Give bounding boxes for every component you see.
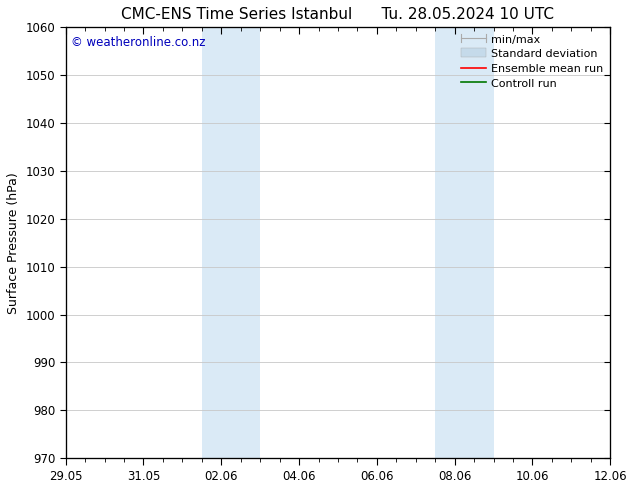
Title: CMC-ENS Time Series Istanbul      Tu. 28.05.2024 10 UTC: CMC-ENS Time Series Istanbul Tu. 28.05.2… — [122, 7, 555, 22]
Text: © weatheronline.co.nz: © weatheronline.co.nz — [71, 36, 205, 49]
Y-axis label: Surface Pressure (hPa): Surface Pressure (hPa) — [7, 172, 20, 314]
Bar — [202, 27, 260, 458]
Bar — [435, 27, 493, 458]
Legend: min/max, Standard deviation, Ensemble mean run, Controll run: min/max, Standard deviation, Ensemble me… — [458, 30, 607, 92]
